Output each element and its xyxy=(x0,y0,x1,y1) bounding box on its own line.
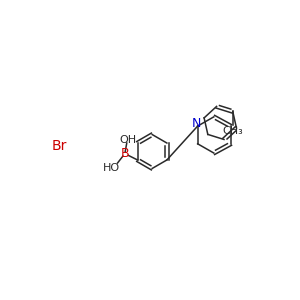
Text: HO: HO xyxy=(103,163,120,173)
Text: OH: OH xyxy=(120,135,137,145)
Text: N: N xyxy=(192,117,202,130)
Text: CH₃: CH₃ xyxy=(222,127,243,136)
Text: Br: Br xyxy=(52,139,68,153)
Text: B: B xyxy=(121,147,130,160)
